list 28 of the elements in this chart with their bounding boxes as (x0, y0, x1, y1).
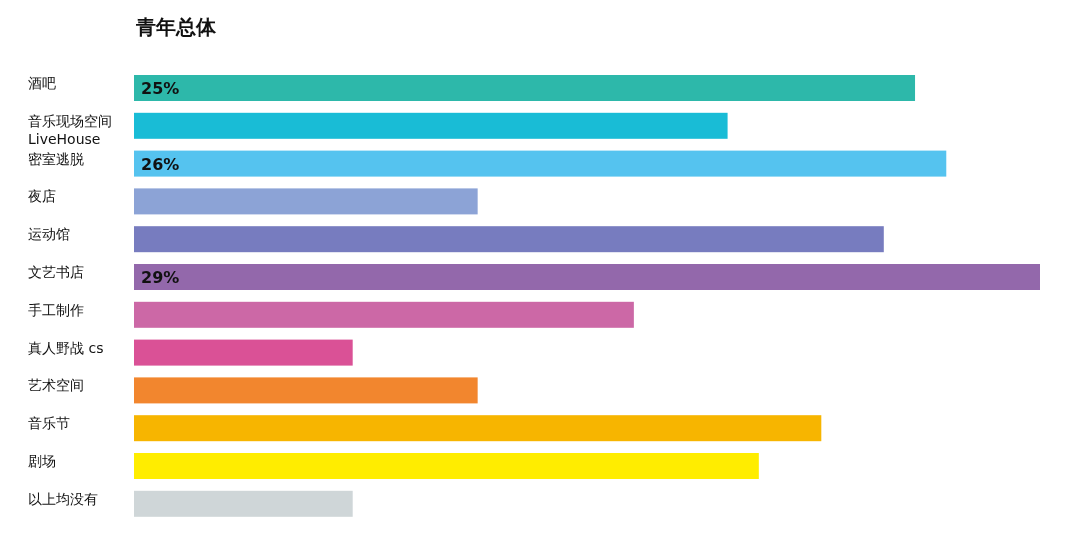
bar (134, 226, 884, 253)
bar (134, 377, 478, 404)
bar (134, 415, 822, 442)
data-label: 29% (141, 268, 180, 287)
y-tick-label: 文艺书店 (28, 263, 85, 281)
bar (134, 112, 728, 139)
y-tick-label: 音乐节 (28, 414, 71, 433)
data-label: 25% (141, 79, 180, 98)
y-tick-label: 酒吧 (28, 74, 57, 92)
bar (134, 264, 1040, 290)
y-tick-label: 真人野战 cs (28, 338, 105, 357)
data-label: 26% (141, 154, 180, 174)
bar (134, 339, 353, 366)
bar (134, 490, 353, 517)
bar (134, 150, 947, 177)
y-tick-label: 手工制作 (28, 300, 85, 319)
y-tick-label: 艺术空间 (28, 376, 85, 395)
bar (134, 453, 759, 479)
bar (134, 188, 478, 215)
y-tick-label: 剧场 (28, 452, 57, 470)
y-tick-label: 运动馆 (28, 225, 71, 244)
y-tick-label: 以上均没有 (28, 489, 99, 508)
y-tick-label: 音乐现场空间 LiveHouse (28, 111, 113, 148)
chart-title: 青年总体 (136, 14, 216, 41)
bar (134, 301, 634, 328)
bar (134, 75, 916, 101)
y-tick-label: 夜店 (28, 187, 57, 206)
y-tick-label: 密室逃脱 (28, 149, 85, 168)
